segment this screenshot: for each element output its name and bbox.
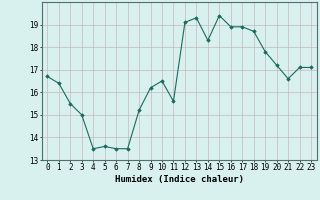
X-axis label: Humidex (Indice chaleur): Humidex (Indice chaleur) (115, 175, 244, 184)
